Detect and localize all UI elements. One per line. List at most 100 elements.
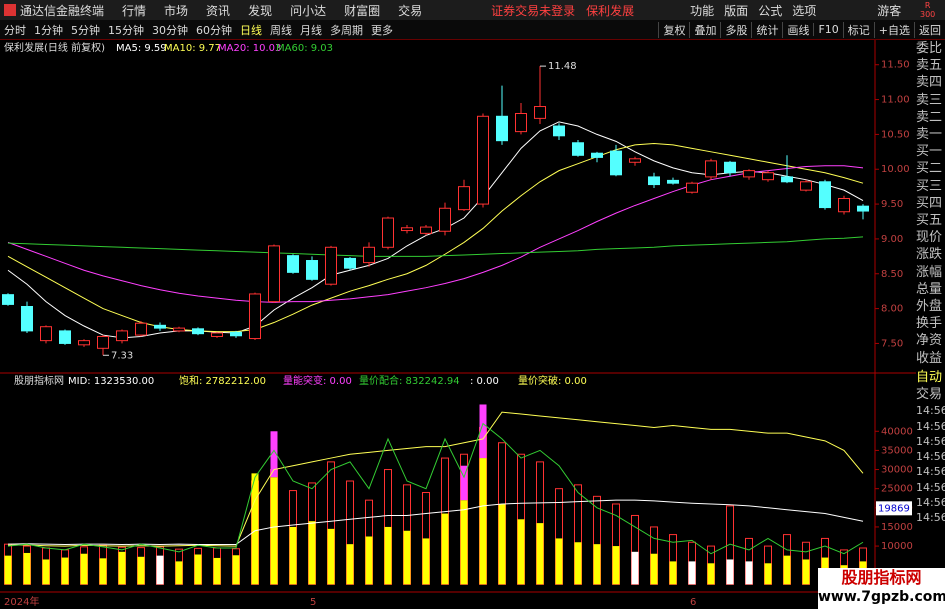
indicator-bar <box>270 477 278 585</box>
indicator-bar <box>631 551 639 585</box>
indicator-bar <box>669 561 677 585</box>
indicator-bar <box>175 561 183 585</box>
menu-item[interactable]: 资讯 <box>206 3 231 18</box>
indicator-bar <box>251 473 259 585</box>
user[interactable]: 游客 <box>877 3 902 18</box>
indicator-bar <box>650 553 658 585</box>
trade-label: 交易 <box>916 387 943 403</box>
quote-label: 现价 <box>916 230 943 246</box>
menu-item[interactable]: 功能 <box>690 3 715 18</box>
indicator-bar <box>327 528 335 585</box>
annotation-label: 7.33 <box>111 350 133 361</box>
panel-title: 股朋指标网 <box>14 374 64 387</box>
x-tick-label: 2024年 <box>4 595 39 608</box>
period-button[interactable]: 多周期 <box>330 23 363 37</box>
period-button[interactable]: 更多 <box>371 23 393 37</box>
candle-body <box>78 340 90 346</box>
y-tick-label: 9.00 <box>881 234 903 245</box>
surge-bar <box>270 431 278 478</box>
menu-item[interactable]: 选项 <box>792 3 817 18</box>
quote-label: 净资 <box>916 333 943 349</box>
menu-item[interactable]: 交易 <box>398 3 423 18</box>
legend-entry: MA5: 9.59 <box>116 43 167 54</box>
candle-body <box>211 332 223 337</box>
menu-item[interactable]: 发现 <box>248 3 273 18</box>
candle-body <box>173 327 185 332</box>
period-button[interactable]: 30分钟 <box>152 23 188 37</box>
candle-body <box>610 150 622 176</box>
indicator-bar <box>460 500 468 585</box>
y-tick-label: 11.00 <box>881 95 910 106</box>
app-icon <box>4 4 16 16</box>
menu-item[interactable]: 公式 <box>758 3 783 18</box>
period-button[interactable]: 周线 <box>270 23 292 37</box>
candle-body <box>781 176 793 183</box>
period-button[interactable]: 60分钟 <box>196 23 232 37</box>
cursor-label: 19869 <box>878 503 910 514</box>
quote-label: 卖四 <box>916 75 943 91</box>
quote-label: 买二 <box>916 161 943 177</box>
tool-button[interactable]: 统计 <box>751 21 782 38</box>
ma-line <box>7 165 864 303</box>
auto-label: 自动 <box>916 369 943 385</box>
candle-body <box>515 112 527 133</box>
candle-body <box>135 322 147 336</box>
quote-label: 买五 <box>916 213 943 229</box>
title-bar: 通达信金融终端 行情 市场 资讯 发现 问小达 财富圈 交易 证券交易未登录 保利发展 功能… <box>0 0 945 20</box>
period-button[interactable]: 分时 <box>4 23 26 37</box>
indicator-bar <box>365 536 373 585</box>
indicator-bar <box>403 530 411 585</box>
period-button[interactable]: 1分钟 <box>34 23 63 37</box>
tool-button[interactable]: 返回 <box>914 21 945 38</box>
quote-label: 买一 <box>916 144 943 160</box>
indicator-bar <box>688 561 696 585</box>
candle-body <box>439 207 451 232</box>
quote-label: 涨幅 <box>916 264 943 280</box>
indicator-bar <box>745 561 753 585</box>
candle-body <box>363 246 375 264</box>
indicator-bar <box>498 503 506 585</box>
menu-item[interactable]: 市场 <box>164 3 189 18</box>
legend-entry: MID: 1323530.00 <box>68 376 154 387</box>
ma-line <box>7 142 864 333</box>
legend-entry: 量价配合: 832242.94 <box>359 374 460 387</box>
tool-button[interactable]: 复权 <box>658 21 689 38</box>
tool-button[interactable]: 叠加 <box>689 21 720 38</box>
tool-button[interactable]: F10 <box>813 23 842 36</box>
quote-label: 外盘 <box>916 299 943 315</box>
menu-item[interactable]: 行情 <box>122 3 147 18</box>
tool-button[interactable]: 多股 <box>720 21 751 38</box>
indicator-line <box>7 422 864 555</box>
ma-line <box>7 121 864 339</box>
indicator-bar <box>289 526 297 585</box>
period-button[interactable]: 日线 <box>240 23 262 37</box>
y-tick-label: 9.50 <box>881 199 903 210</box>
indicator-bar <box>441 513 449 585</box>
x-tick-label: 5 <box>310 597 316 608</box>
candle-body <box>800 181 812 191</box>
menu-item[interactable]: 问小达 <box>290 3 327 18</box>
candle-body <box>762 172 774 181</box>
chart-title: 保利发展(日线 前复权) <box>4 41 105 54</box>
quote-label: 委比 <box>916 41 943 56</box>
y-tick-label: 15000 <box>881 522 913 533</box>
tool-button[interactable]: +自选 <box>873 21 914 38</box>
period-button[interactable]: 月线 <box>300 23 322 37</box>
menu-item[interactable]: 版面 <box>724 3 749 18</box>
legend-entry: 量能突变: 0.00 <box>283 374 352 387</box>
candle-body <box>477 115 489 205</box>
time-label: 14:56 <box>916 465 945 479</box>
tool-button[interactable]: 画线 <box>782 21 813 38</box>
y-tick-label: 40000 <box>881 426 913 437</box>
y-tick-label: 30000 <box>881 465 913 476</box>
period-button[interactable]: 15分钟 <box>108 23 144 37</box>
candle-body <box>306 260 318 280</box>
candle-body <box>401 227 413 232</box>
menu-item[interactable]: 财富圈 <box>344 3 381 18</box>
legend-entry: 饱和: 2782212.00 <box>179 375 266 387</box>
app-name: 通达信金融终端 <box>20 3 105 18</box>
candle-body <box>268 245 280 303</box>
indicator-bar <box>137 556 145 585</box>
period-button[interactable]: 5分钟 <box>71 23 100 37</box>
tool-button[interactable]: 标记 <box>842 21 874 38</box>
